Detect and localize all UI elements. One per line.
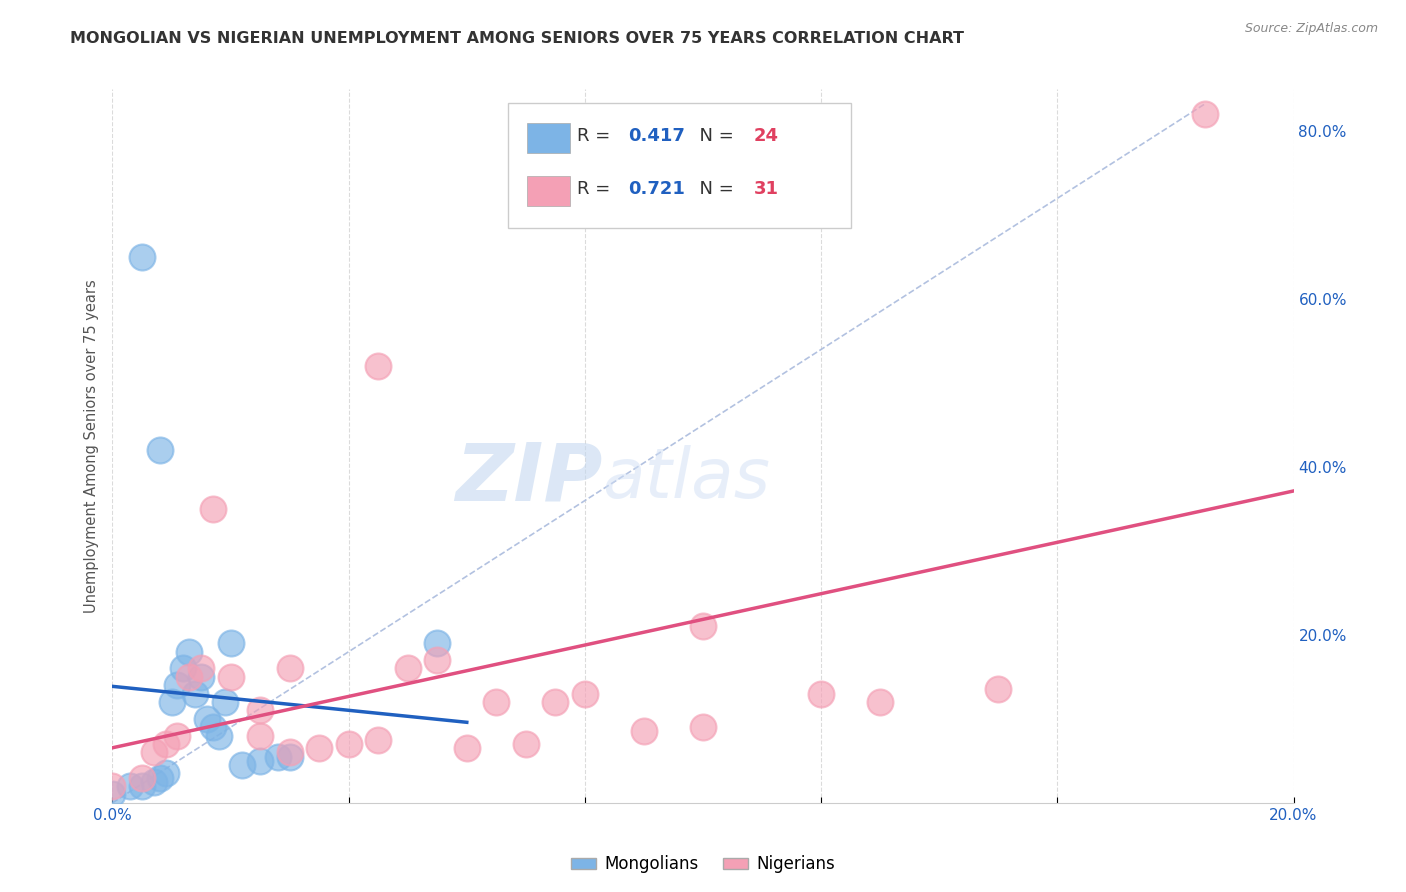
Point: [544, 695, 567, 709]
FancyBboxPatch shape: [508, 103, 851, 228]
Text: 0.417: 0.417: [628, 127, 686, 145]
Point: [120, 779, 142, 793]
Text: MONGOLIAN VS NIGERIAN UNEMPLOYMENT AMONG SENIORS OVER 75 YEARS CORRELATION CHART: MONGOLIAN VS NIGERIAN UNEMPLOYMENT AMONG…: [70, 31, 965, 46]
Point: [367, 732, 389, 747]
Point: [278, 746, 301, 760]
FancyBboxPatch shape: [527, 123, 569, 153]
Point: [166, 678, 188, 692]
Point: [195, 712, 218, 726]
Point: [231, 758, 253, 772]
Point: [1194, 107, 1216, 121]
Point: [633, 724, 655, 739]
Point: [142, 774, 165, 789]
Point: [396, 661, 419, 675]
Point: [190, 661, 212, 675]
Point: [201, 720, 224, 734]
Text: 0.721: 0.721: [628, 180, 686, 198]
Text: R =: R =: [576, 127, 616, 145]
Text: 31: 31: [754, 180, 779, 198]
Point: [485, 695, 508, 709]
FancyBboxPatch shape: [527, 177, 569, 206]
Text: Source: ZipAtlas.com: Source: ZipAtlas.com: [1244, 22, 1378, 36]
Point: [426, 653, 449, 667]
Point: [249, 703, 271, 717]
Point: [190, 670, 212, 684]
Point: [101, 788, 124, 802]
Point: [574, 687, 596, 701]
Y-axis label: Unemployment Among Seniors over 75 years: Unemployment Among Seniors over 75 years: [83, 279, 98, 613]
Point: [172, 661, 194, 675]
Point: [214, 695, 236, 709]
Point: [249, 754, 271, 768]
Point: [367, 359, 389, 374]
Point: [149, 771, 172, 785]
Text: R =: R =: [576, 180, 616, 198]
Point: [208, 729, 231, 743]
Point: [166, 729, 188, 743]
Point: [249, 729, 271, 743]
Point: [267, 749, 290, 764]
Text: 24: 24: [754, 127, 779, 145]
Point: [131, 250, 153, 264]
Point: [131, 771, 153, 785]
Point: [810, 687, 832, 701]
Point: [869, 695, 891, 709]
Point: [160, 695, 183, 709]
Point: [179, 645, 201, 659]
Point: [692, 720, 714, 734]
Text: N =: N =: [688, 180, 740, 198]
Point: [456, 741, 478, 756]
Point: [278, 661, 301, 675]
Point: [101, 779, 124, 793]
Point: [201, 502, 224, 516]
Point: [278, 749, 301, 764]
Point: [179, 670, 201, 684]
Point: [131, 779, 153, 793]
Point: [149, 443, 172, 458]
Legend: Mongolians, Nigerians: Mongolians, Nigerians: [564, 849, 842, 880]
Point: [426, 636, 449, 650]
Point: [184, 687, 207, 701]
Text: atlas: atlas: [603, 444, 770, 512]
Point: [308, 741, 330, 756]
Point: [219, 636, 242, 650]
Point: [219, 670, 242, 684]
Point: [692, 619, 714, 633]
Point: [142, 746, 165, 760]
Point: [987, 682, 1010, 697]
Text: ZIP: ZIP: [456, 439, 603, 517]
Text: N =: N =: [688, 127, 740, 145]
Point: [515, 737, 537, 751]
Point: [337, 737, 360, 751]
Point: [155, 737, 177, 751]
Point: [155, 766, 177, 780]
